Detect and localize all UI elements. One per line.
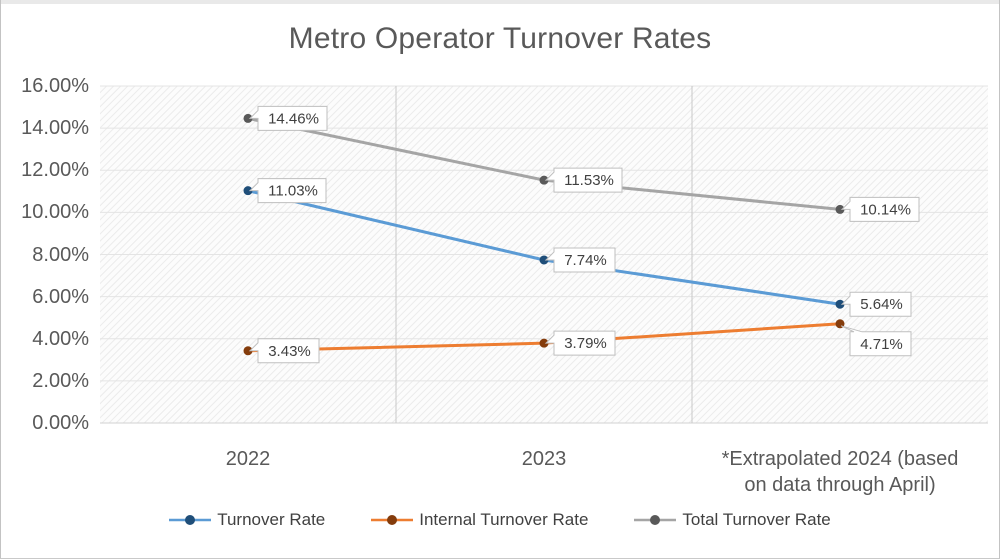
legend-label: Turnover Rate	[217, 510, 326, 529]
data-label: 5.64%	[860, 296, 903, 313]
window-top-strip	[1, 0, 999, 4]
data-label: 10.14%	[860, 201, 911, 218]
y-tick-label: 16.00%	[21, 75, 89, 97]
x-tick-label: 2022	[225, 448, 271, 470]
legend-line-marker-icon	[634, 515, 677, 525]
data-label: 7.74%	[564, 252, 607, 269]
y-tick-label: 14.00%	[21, 117, 89, 140]
data-label: 14.46%	[268, 110, 319, 127]
legend-item-turnover-rate: Turnover Rate	[169, 510, 325, 530]
y-tick-label: 0.00%	[32, 412, 89, 434]
data-point-marker	[835, 204, 845, 214]
data-point-marker	[835, 299, 845, 309]
data-label-box	[544, 247, 616, 273]
chart-title: Metro Operator Turnover Rates	[288, 22, 712, 55]
legend-item-internal-turnover-rate: Internal Turnover Rate	[371, 510, 588, 530]
data-label-box	[840, 291, 912, 317]
data-label-box	[840, 196, 920, 222]
y-tick-label: 4.00%	[32, 327, 89, 350]
data-label-box	[544, 330, 616, 356]
data-point-marker	[243, 113, 253, 123]
data-point-marker	[539, 255, 549, 265]
legend-item-total-turnover-rate: Total Turnover Rate	[634, 510, 831, 530]
data-point-marker	[539, 338, 549, 348]
y-tick-label: 8.00%	[32, 243, 89, 266]
data-label: 11.53%	[564, 172, 614, 189]
data-label: 4.71%	[860, 336, 903, 353]
legend: Turnover Rate Internal Turnover Rate Total…	[1, 510, 999, 530]
data-label: 11.03%	[268, 183, 318, 200]
data-label: 3.43%	[268, 343, 311, 360]
legend-line-marker-icon	[371, 515, 414, 525]
data-point-marker	[243, 186, 253, 196]
y-tick-label: 10.00%	[21, 201, 89, 224]
x-tick-label: 2023	[521, 448, 567, 470]
data-label-box	[248, 105, 328, 131]
data-label: 3.79%	[564, 335, 607, 352]
data-point-marker	[243, 346, 253, 356]
y-tick-label: 6.00%	[32, 285, 89, 308]
x-tick-label: *Extrapolated 2024 (based on data throug…	[721, 448, 959, 496]
y-tick-label: 12.00%	[21, 159, 89, 182]
data-label-box	[544, 167, 623, 193]
data-point-marker	[539, 175, 549, 185]
data-label-box	[840, 325, 912, 357]
y-tick-label: 2.00%	[32, 369, 89, 392]
data-label-box	[248, 338, 320, 364]
legend-line-marker-icon	[169, 515, 212, 525]
data-label-box	[248, 178, 327, 204]
legend-label: Total Turnover Rate	[682, 510, 831, 529]
legend-label: Internal Turnover Rate	[419, 510, 589, 529]
